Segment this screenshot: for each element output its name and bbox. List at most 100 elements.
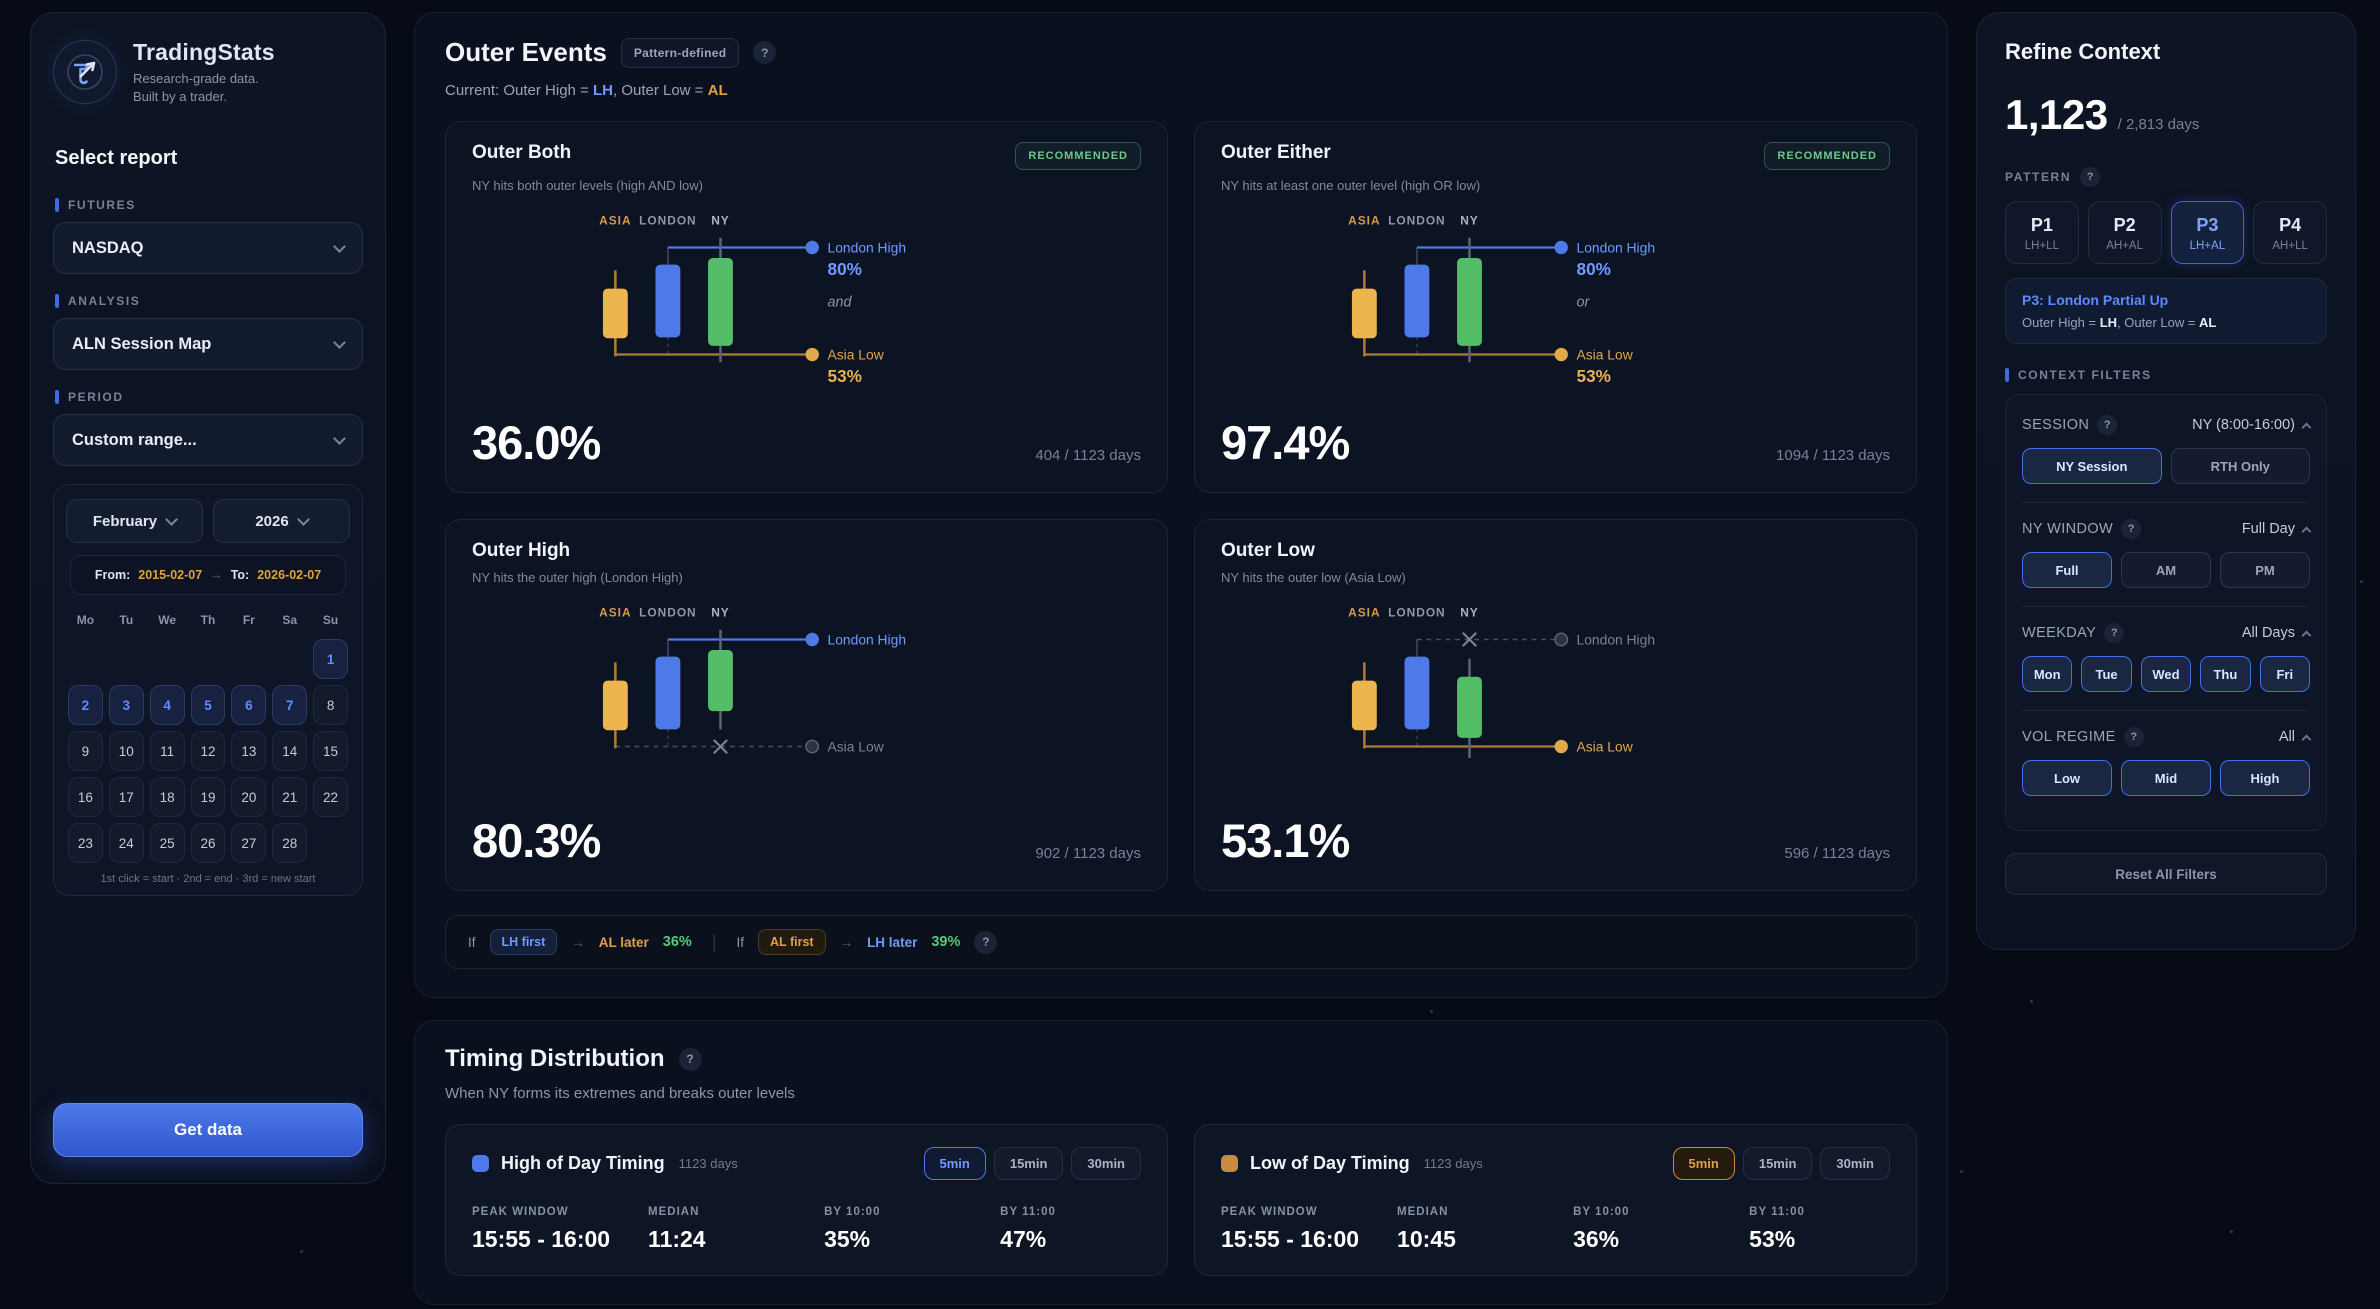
filter-option-rth-only[interactable]: RTH Only (2170, 448, 2310, 484)
weekday-header: Tu (119, 613, 134, 628)
svg-text:London High: London High (1577, 631, 1656, 647)
event-cards-grid: Outer Both RECOMMENDED NY hits both outer … (445, 121, 1917, 891)
help-icon[interactable]: ? (2080, 167, 2101, 187)
chevron-up-icon[interactable] (2301, 526, 2312, 536)
calendar-day[interactable]: 3 (108, 685, 144, 726)
futures-select[interactable]: NASDAQ (53, 222, 363, 275)
timing-distribution-section: Timing Distribution ? When NY forms its … (414, 1020, 1948, 1305)
calendar-day[interactable]: 2 (68, 685, 103, 726)
help-icon[interactable]: ? (2097, 415, 2118, 435)
pattern-button-p1[interactable]: P1 LH+LL (2005, 201, 2079, 264)
event-card-outer-low: Outer Low NY hits the outer low (Asia Low… (1194, 519, 1917, 891)
calendar-day[interactable]: 8 (313, 685, 348, 726)
calendar-day[interactable]: 14 (272, 731, 308, 772)
calendar-day[interactable]: 6 (231, 685, 267, 726)
calendar-day[interactable]: 18 (149, 777, 185, 818)
calendar-day[interactable]: 10 (108, 731, 144, 772)
interval-button-15min[interactable]: 15min (1742, 1147, 1813, 1180)
calendar-day[interactable]: 11 (149, 731, 185, 772)
interval-button-5min[interactable]: 5min (923, 1147, 986, 1180)
timing-stat-value: 11:24 (648, 1226, 706, 1252)
help-icon[interactable]: ? (2104, 623, 2125, 643)
filter-name: WEEKDAY (2022, 625, 2097, 641)
main-content: Outer Events Pattern-defined ? Current: … (414, 12, 1948, 1309)
filter-name: SESSION (2022, 417, 2090, 433)
filter-option-tue[interactable]: Tue (2081, 656, 2132, 692)
month-select[interactable]: February (66, 499, 203, 544)
calendar-blank (272, 639, 307, 679)
timing-stat-value: 35% (824, 1226, 871, 1252)
interval-button-30min[interactable]: 30min (1820, 1147, 1890, 1180)
session-chart: ASIA LONDON NY London High 80% Asia Low 53% and (472, 207, 1141, 400)
timing-stat: BY 11:00 53% (1749, 1206, 1890, 1253)
calendar-day[interactable]: 25 (149, 823, 185, 864)
timing-stat: MEDIAN 11:24 (648, 1206, 824, 1253)
calendar-day[interactable]: 19 (190, 777, 226, 818)
conditional-probability: 39% (931, 934, 961, 950)
filter-option-mid[interactable]: Mid (2121, 760, 2211, 796)
calendar-day[interactable]: 15 (313, 731, 348, 772)
filter-option-low[interactable]: Low (2022, 760, 2112, 796)
calendar-day[interactable]: 7 (272, 685, 308, 726)
calendar-day[interactable]: 4 (149, 685, 185, 726)
help-icon[interactable]: ? (974, 930, 998, 954)
timing-stat: MEDIAN 10:45 (1397, 1206, 1573, 1253)
filter-option-wed[interactable]: Wed (2140, 656, 2192, 692)
reset-all-filters-button[interactable]: Reset All Filters (2005, 853, 2327, 895)
weekday-header: Th (200, 613, 216, 628)
help-icon[interactable]: ? (2121, 519, 2142, 539)
chevron-up-icon[interactable] (2301, 630, 2312, 640)
filter-option-mon[interactable]: Mon (2022, 656, 2073, 692)
calendar-day[interactable]: 28 (272, 823, 308, 864)
calendar-day[interactable]: 13 (231, 731, 267, 772)
calendar-day[interactable]: 1 (313, 639, 348, 680)
filter-option-fri[interactable]: Fri (2259, 656, 2310, 692)
filter-option-ny-session[interactable]: NY Session (2022, 448, 2162, 484)
calendar-day[interactable]: 22 (313, 777, 348, 818)
brand: TradingStats Research-grade data. Built b… (53, 39, 363, 105)
chevron-up-icon[interactable] (2301, 734, 2312, 744)
calendar-day[interactable]: 27 (231, 823, 267, 864)
interval-button-15min[interactable]: 15min (993, 1147, 1064, 1180)
filter-name: NY WINDOW (2022, 521, 2114, 537)
analysis-select[interactable]: ALN Session Map (53, 318, 363, 371)
help-icon[interactable]: ? (753, 41, 777, 64)
calendar-day[interactable]: 5 (190, 685, 226, 726)
timing-interval-buttons: 5min 15min 30min (923, 1147, 1141, 1180)
filter-option-full[interactable]: Full (2022, 552, 2112, 588)
calendar-day[interactable]: 26 (190, 823, 226, 864)
interval-button-30min[interactable]: 30min (1071, 1147, 1141, 1180)
filter-value: All (2278, 729, 2295, 745)
filter-option-high[interactable]: High (2220, 760, 2310, 796)
interval-button-5min[interactable]: 5min (1672, 1147, 1735, 1180)
calendar-day[interactable]: 9 (68, 731, 103, 772)
calendar-day[interactable]: 12 (190, 731, 226, 772)
pattern-button-p2[interactable]: P2 AH+AL (2087, 201, 2162, 264)
chevron-up-icon[interactable] (2301, 422, 2312, 432)
event-card-outer-high: Outer High NY hits the outer high (London… (445, 519, 1168, 891)
get-data-button[interactable]: Get data (53, 1103, 363, 1157)
pattern-sub: LH+LL (2024, 240, 2059, 252)
conditional-chip[interactable]: LH first (489, 929, 558, 955)
year-select[interactable]: 2026 (213, 499, 350, 544)
calendar-day[interactable]: 16 (68, 777, 103, 818)
filter-option-pm[interactable]: PM (2220, 552, 2310, 588)
filter-option-thu[interactable]: Thu (2200, 656, 2251, 692)
help-icon[interactable]: ? (2123, 727, 2144, 747)
period-select[interactable]: Custom range... (53, 414, 363, 467)
timing-sample-size: 1123 days (1423, 1156, 1483, 1171)
pattern-sub: AH+AL (2106, 240, 2143, 252)
calendar-day[interactable]: 23 (68, 823, 103, 864)
calendar-day[interactable]: 21 (272, 777, 308, 818)
conditional-chip[interactable]: AL first (758, 929, 826, 955)
pattern-sub: LH+AL (2189, 240, 2226, 252)
calendar-day[interactable]: 17 (108, 777, 144, 818)
filter-option-am[interactable]: AM (2121, 552, 2211, 588)
pattern-button-p3[interactable]: P3 LH+AL (2170, 201, 2245, 264)
event-card-outer-both: Outer Both RECOMMENDED NY hits both outer … (445, 121, 1168, 493)
help-icon[interactable]: ? (678, 1047, 702, 1071)
calendar-day[interactable]: 24 (108, 823, 144, 864)
calendar-day[interactable]: 20 (231, 777, 267, 818)
pattern-button-p4[interactable]: P4 AH+LL (2253, 201, 2327, 264)
